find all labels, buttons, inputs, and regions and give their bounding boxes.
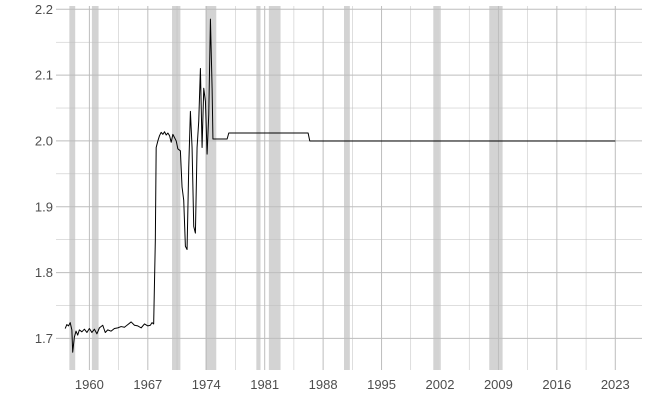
recession-band-8 [489, 6, 503, 370]
recession-band-0 [69, 6, 76, 370]
x-tick-label-7: 2009 [484, 377, 513, 392]
recession-bands [69, 6, 503, 370]
y-axis-tick-labels: 1.7 1.8 1.9 2.0 2.1 2.2 [35, 2, 53, 346]
y-tick-label-4: 2.1 [35, 68, 53, 83]
gridlines [56, 6, 642, 370]
y-tick-label-2: 1.9 [35, 199, 53, 214]
x-tick-label-9: 2023 [601, 377, 630, 392]
x-tick-label-5: 1995 [367, 377, 396, 392]
recession-band-3 [205, 6, 217, 370]
y-tick-label-0: 1.7 [35, 331, 53, 346]
recession-band-6 [343, 6, 350, 370]
series-line-0 [64, 18, 616, 353]
x-tick-label-0: 1960 [75, 377, 104, 392]
y-tick-label-1: 1.8 [35, 265, 53, 280]
x-tick-label-6: 2002 [426, 377, 455, 392]
recession-band-5 [268, 6, 281, 370]
x-tick-label-4: 1988 [309, 377, 338, 392]
recession-band-4 [256, 6, 261, 370]
x-tick-label-1: 1967 [133, 377, 162, 392]
recession-band-7 [433, 6, 440, 370]
y-tick-label-5: 2.2 [35, 2, 53, 17]
x-tick-label-3: 1981 [250, 377, 279, 392]
recession-band-1 [91, 6, 99, 370]
recession-band-2 [172, 6, 181, 370]
x-tick-label-8: 2016 [542, 377, 571, 392]
x-tick-label-2: 1974 [192, 377, 221, 392]
series-lines [64, 18, 616, 353]
y-tick-label-3: 2.0 [35, 133, 53, 148]
x-axis-tick-labels: 1960 1967 1974 1981 1988 1995 2002 2009 2016 2023 [75, 377, 630, 392]
